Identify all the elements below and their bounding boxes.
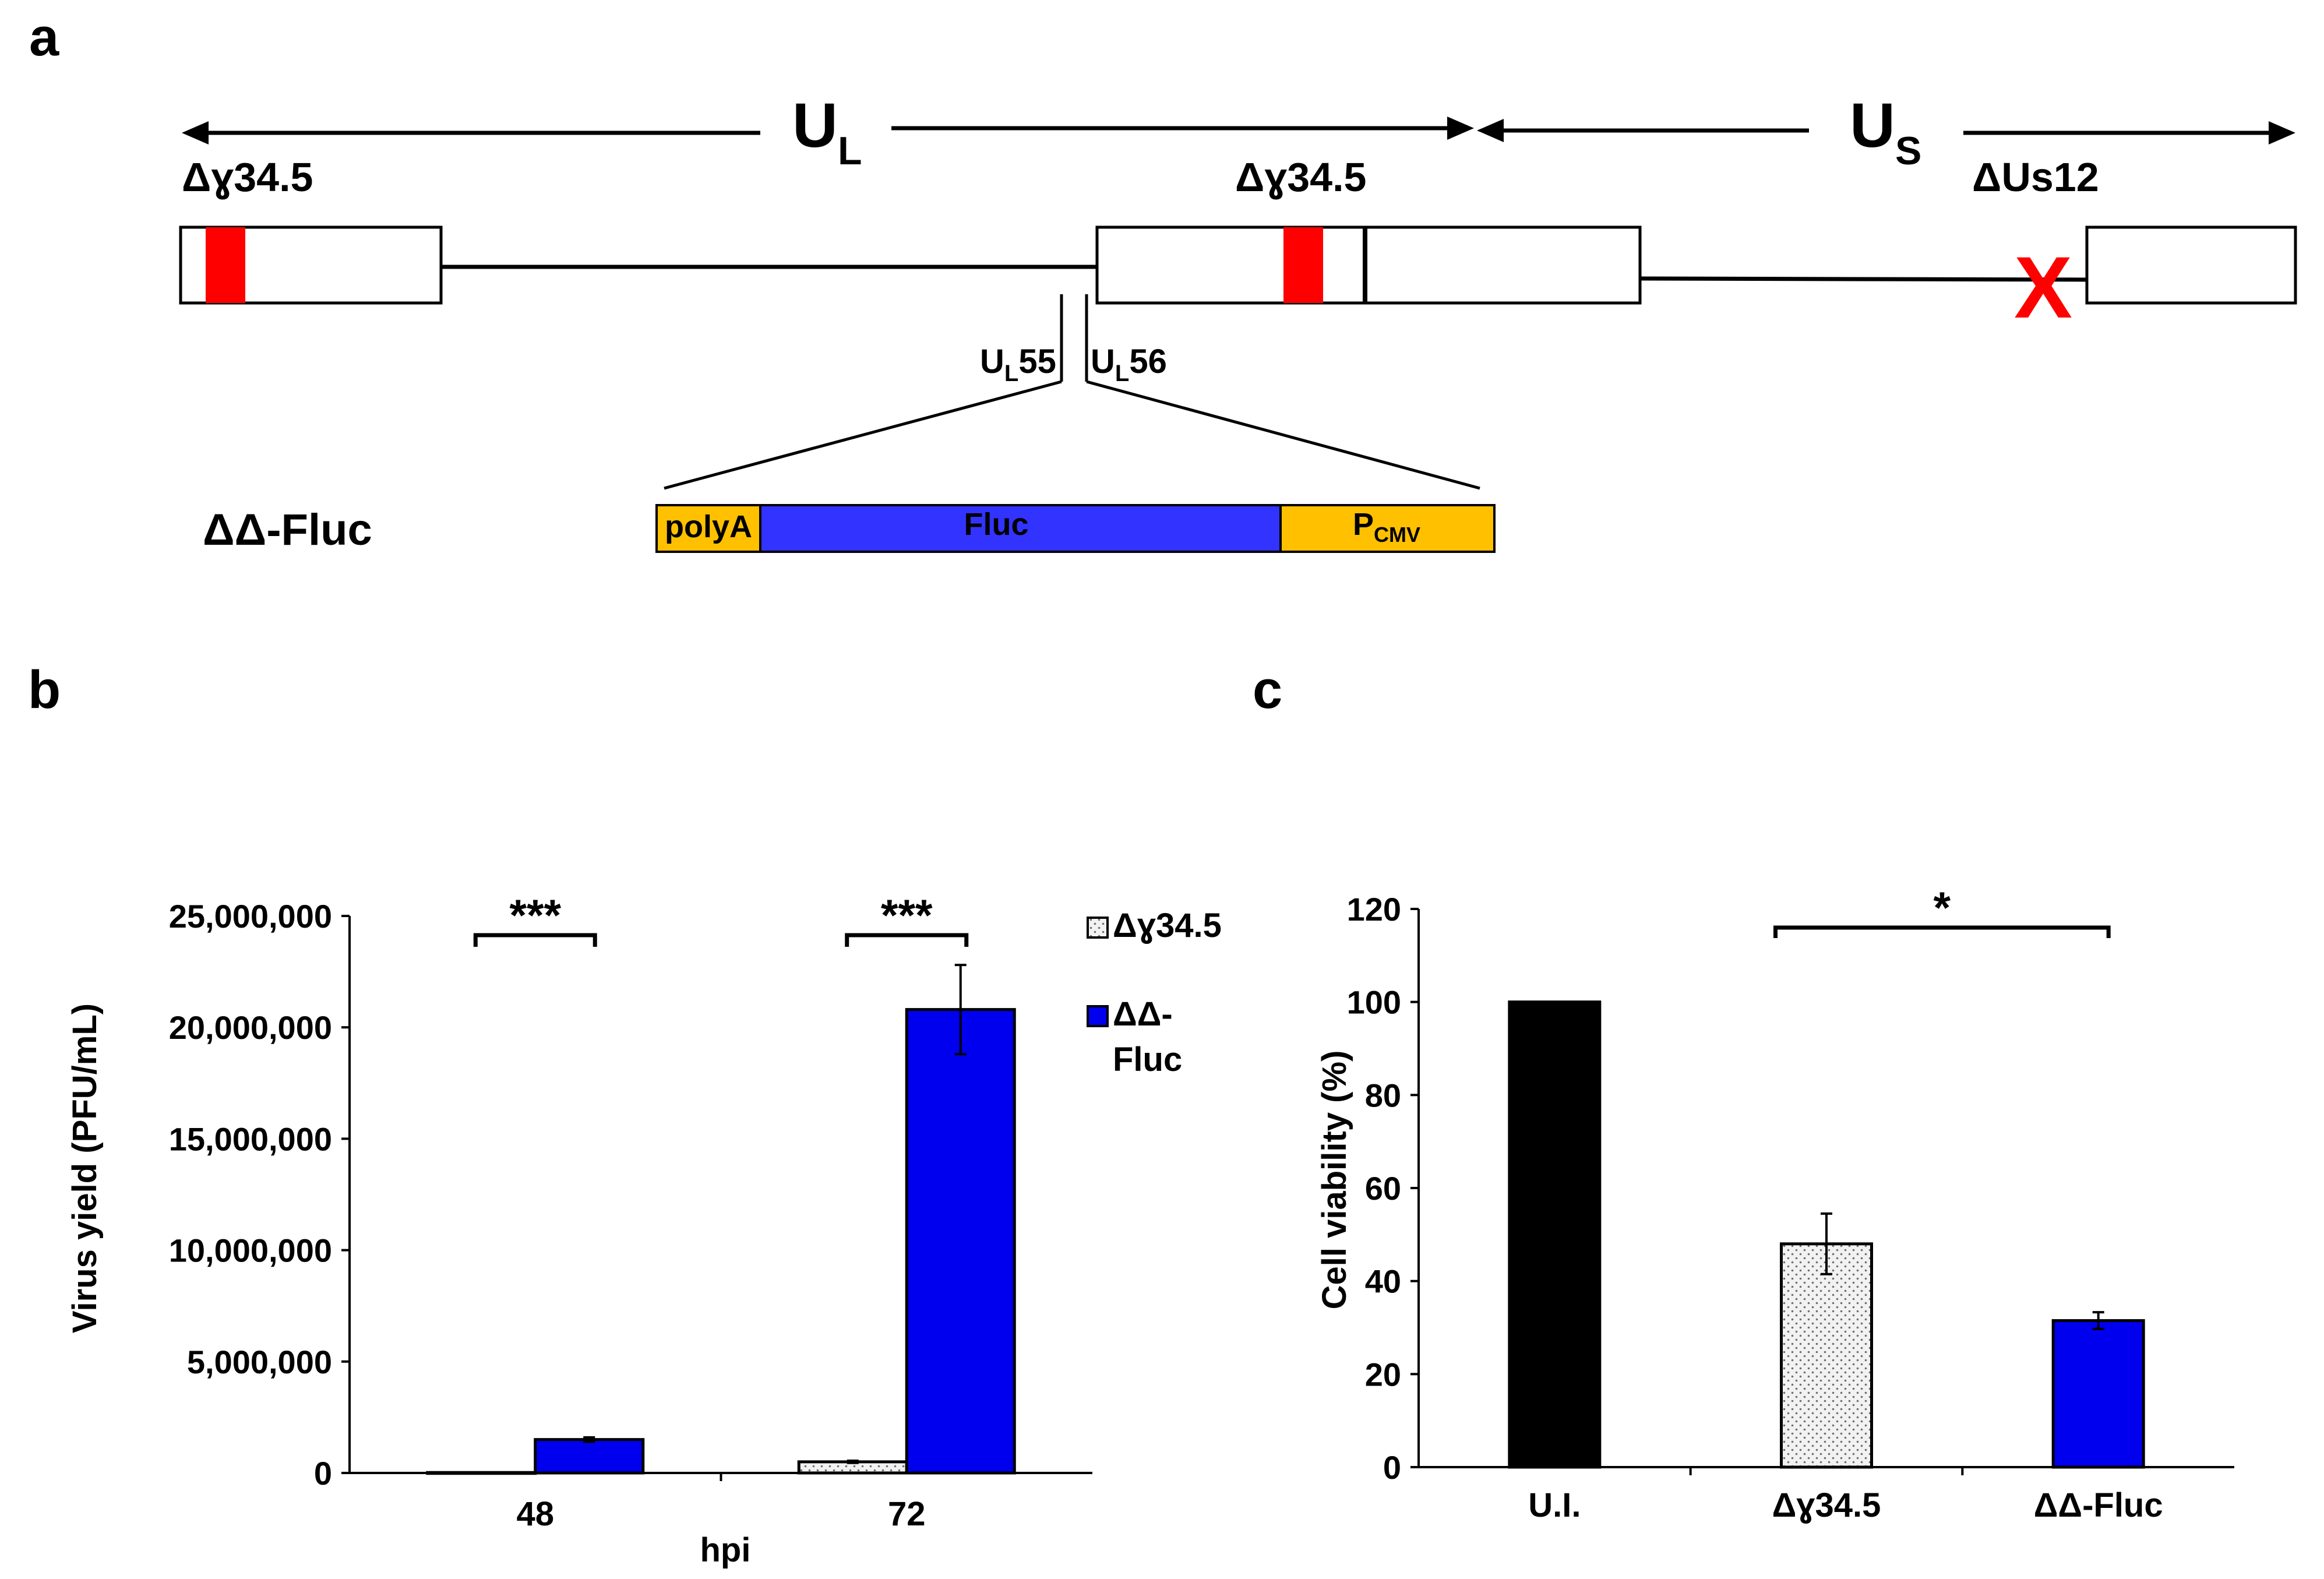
panel-b-x-tick-label: 48 xyxy=(516,1495,554,1533)
panel-b-x-tick-labels: 48 72 xyxy=(516,1495,925,1533)
ul56-label: UL56 xyxy=(1091,343,1167,386)
cassette-pcmv xyxy=(1279,504,1496,553)
panel-b-ticks: 0 5,000,000 10,000,000 15,000,000 20,000,000… xyxy=(169,898,722,1492)
panel-b-y-tick-label: 25,000,000 xyxy=(169,898,332,935)
expansion-line-left xyxy=(664,380,1062,490)
us-region-arrow xyxy=(1477,119,2295,144)
expansion-line-right xyxy=(1086,380,1480,490)
panel-c-y-tick-label: 0 xyxy=(1383,1449,1401,1486)
genome-box-right xyxy=(2085,225,2297,305)
panel-b-y-tick-label: 5,000,000 xyxy=(187,1344,332,1380)
significance-star: * xyxy=(1934,883,1951,933)
us12-deletion-mark: X xyxy=(2014,238,2072,336)
cassette-polya xyxy=(655,504,761,553)
panel-c-y-tick-label: 20 xyxy=(1365,1356,1401,1393)
legend-swatch-gamma xyxy=(1087,917,1109,939)
bar-34-5 xyxy=(1780,1242,1873,1469)
ul55-label: UL55 xyxy=(980,343,1056,386)
deletion-marker-left xyxy=(206,227,245,303)
significance-bracket-48 xyxy=(473,933,597,947)
panel-b-x-axis-label: hpi xyxy=(700,1531,751,1569)
panel-c-x-tick-label: U.I. xyxy=(1528,1486,1581,1524)
panel-c-label: c xyxy=(1253,660,1282,720)
construct-name: ΔΔ-Fluc xyxy=(203,505,372,555)
us12-label: ΔUs12 xyxy=(1972,154,2099,200)
legend-label-fluc-line2: Fluc xyxy=(1113,1041,1182,1078)
gamma-left-label: Δɣ34.5 xyxy=(182,154,313,200)
legend-label-fluc-line1: ΔΔ- xyxy=(1113,995,1173,1033)
significance-bracket xyxy=(1773,925,2111,938)
ul-region-arrow xyxy=(182,117,1474,144)
panel-b-label: b xyxy=(28,660,61,720)
panel-b: b 0 5,000,000 10,000,000 15,000,000 20,000,0… xyxy=(28,660,1222,1569)
panel-c: c 0 20 40 60 80 100 120 U.I. Δɣ34.5 ΔΔ-Fluc * Ce… xyxy=(1253,660,2234,1524)
panel-c-y-axis-label: Cell viability (%) xyxy=(1316,1051,1353,1310)
bar-fluc-72 xyxy=(905,1008,1016,1475)
significance-stars-72: *** xyxy=(881,891,933,940)
significance-stars-48: *** xyxy=(509,891,561,940)
cassette-polya-label: polyA xyxy=(665,509,752,544)
panel-b-significance: *** *** xyxy=(473,891,969,947)
panel-c-bars xyxy=(1508,1000,2145,1469)
panel-b-y-tick-label: 20,000,000 xyxy=(169,1009,332,1046)
panel-b-legend: Δɣ34.5 ΔΔ- Fluc xyxy=(1087,907,1222,1078)
panel-b-y-tick-label: 10,000,000 xyxy=(169,1232,332,1269)
significance-bracket-72 xyxy=(845,933,969,947)
panel-b-x-tick-label: 72 xyxy=(888,1495,926,1533)
panel-c-significance: * xyxy=(1773,883,2111,938)
cassette-fluc xyxy=(759,504,1282,553)
bar-fluc-48 xyxy=(534,1438,645,1475)
bar-fluc xyxy=(2051,1319,2145,1469)
panel-c-y-tick-label: 120 xyxy=(1347,891,1401,928)
legend-label-gamma: Δɣ34.5 xyxy=(1113,907,1222,944)
panel-b-bars xyxy=(426,964,1016,1475)
ul-region-label: UL xyxy=(792,90,862,173)
panel-c-y-tick-label: 40 xyxy=(1365,1263,1401,1300)
panel-c-x-tick-label: Δɣ34.5 xyxy=(1772,1486,1881,1524)
cassette-pcmv-label: PCMV xyxy=(1353,507,1420,547)
panel-c-y-tick-label: 100 xyxy=(1347,984,1401,1021)
panel-c-y-tick-label: 60 xyxy=(1365,1170,1401,1207)
bar-u-i xyxy=(1508,1000,1602,1469)
panel-c-ticks: 0 20 40 60 80 100 120 xyxy=(1347,891,1964,1486)
deletion-marker-right xyxy=(1283,227,1323,303)
panel-b-y-tick-label: 0 xyxy=(314,1455,332,1492)
panel-a: a UL US Δɣ34.5 Δɣ34.5 ΔUs12 xyxy=(29,8,2297,555)
panel-b-y-tick-label: 15,000,000 xyxy=(169,1120,332,1157)
gamma-right-label: Δɣ34.5 xyxy=(1235,154,1366,200)
panel-c-y-tick-label: 80 xyxy=(1365,1077,1401,1113)
panel-c-x-tick-labels: U.I. Δɣ34.5 ΔΔ-Fluc xyxy=(1528,1486,2163,1524)
panel-c-x-tick-label: ΔΔ-Fluc xyxy=(2034,1486,2163,1524)
genome-line-right xyxy=(1639,276,2087,282)
panel-a-label: a xyxy=(29,8,59,67)
us-region-label: US xyxy=(1850,90,1921,173)
panel-b-y-axis-label: Virus yield (PFU/mL) xyxy=(66,1003,104,1333)
legend-swatch-fluc xyxy=(1087,1005,1109,1027)
cassette-fluc-label: Fluc xyxy=(964,507,1028,542)
genome-box-middle xyxy=(1095,225,1642,305)
